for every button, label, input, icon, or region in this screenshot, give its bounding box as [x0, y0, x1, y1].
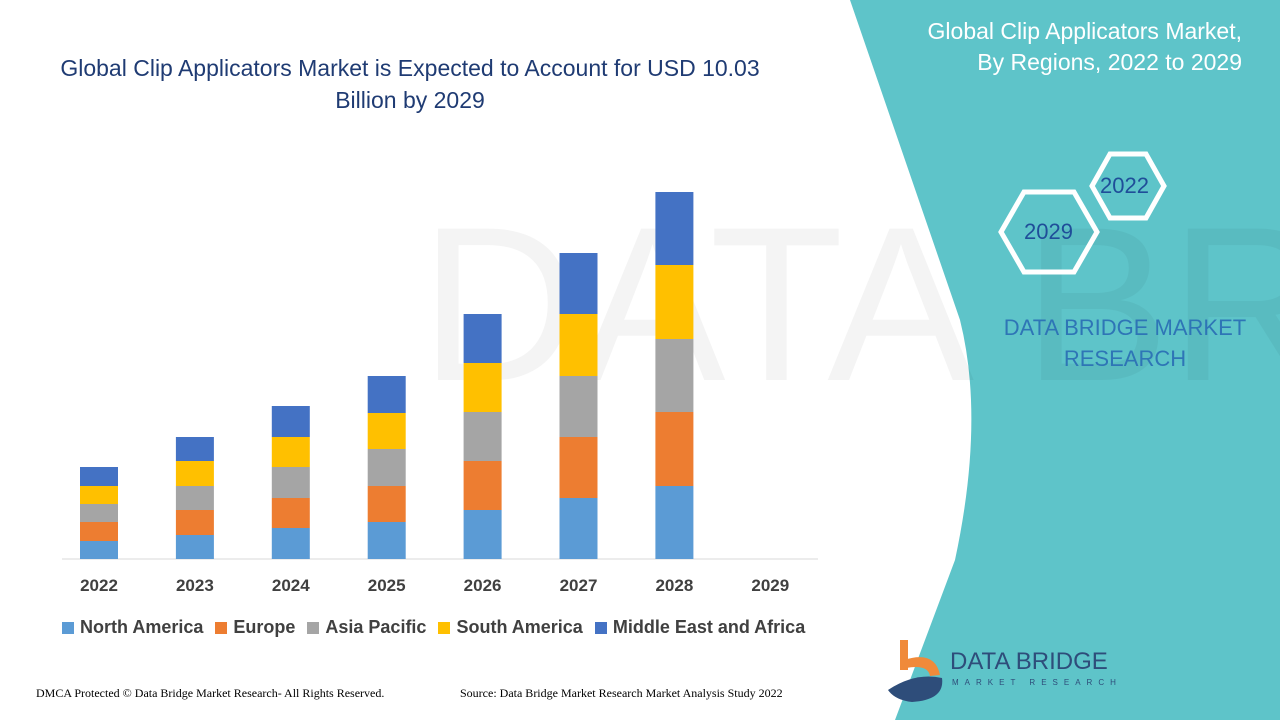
brand-text: DATA BRIDGE MARKET RESEARCH	[1003, 315, 1247, 371]
legend-label: Europe	[233, 617, 296, 637]
bar-segment-2024-4	[271, 406, 310, 437]
bar-segment-2026-2	[463, 412, 502, 461]
legend-swatch	[594, 621, 607, 634]
x-tick-label: 2024	[271, 576, 310, 595]
x-tick-label: 2029	[751, 576, 790, 595]
legend-label: Asia Pacific	[325, 617, 427, 637]
legend-label: North America	[80, 617, 204, 637]
bar-segment-2028-1	[655, 412, 694, 486]
legend-label: South America	[456, 617, 583, 637]
bar-segment-2022-3	[80, 486, 118, 504]
bar-segment-2024-0	[271, 528, 310, 559]
bar-segment-2023-4	[175, 437, 214, 461]
bar-segment-2025-2	[367, 449, 406, 486]
bar-segment-2022-0	[80, 541, 118, 559]
legend-item: Europe	[215, 617, 295, 638]
bar-segment-2025-1	[367, 486, 406, 522]
legend-label: Middle East and Africa	[612, 617, 806, 637]
bar-segment-2026-4	[463, 314, 502, 363]
bar-segment-2022-1	[80, 522, 118, 541]
hex-label-start: 2022	[1100, 173, 1149, 198]
chart-title: Global Clip Applicators Market is Expect…	[60, 55, 760, 113]
legend-swatch	[215, 621, 228, 634]
side-title: Global Clip Applicators Market, By Regio…	[927, 18, 1242, 75]
bar-segment-2027-2	[559, 376, 598, 437]
bar-segment-2024-1	[271, 498, 310, 528]
bar-segment-2023-2	[175, 486, 214, 510]
x-tick-label: 2028	[655, 576, 694, 595]
hexagon-2022	[1089, 151, 1167, 221]
hex-label-end: 2029	[1024, 219, 1073, 244]
legend-item: South America	[438, 617, 583, 638]
legend-item: Asia Pacific	[307, 617, 426, 638]
bars-group	[80, 192, 694, 559]
x-tick-label: 2027	[559, 576, 598, 595]
bar-segment-2022-4	[80, 467, 118, 486]
bar-segment-2026-0	[463, 510, 502, 559]
bar-segment-2023-3	[175, 461, 214, 486]
legend-item: North America	[62, 617, 203, 638]
hexagon-2029	[998, 189, 1100, 275]
logo-subtitle: MARKET RESEARCH	[952, 678, 1122, 687]
logo-icon	[888, 640, 943, 702]
bar-segment-2027-1	[559, 437, 598, 498]
legend-swatch	[62, 621, 74, 634]
bar-segment-2027-0	[559, 498, 598, 559]
x-tick-label: 2023	[175, 576, 214, 595]
bar-segment-2024-3	[271, 437, 310, 467]
bar-segment-2023-0	[175, 535, 214, 559]
x-tick-label: 2025	[367, 576, 406, 595]
bar-segment-2023-1	[175, 510, 214, 535]
bar-segment-2024-2	[271, 467, 310, 498]
bar-segment-2028-3	[655, 265, 694, 339]
bar-segment-2022-2	[80, 504, 118, 522]
bar-segment-2028-2	[655, 339, 694, 412]
copyright-text: DMCA Protected © Data Bridge Market Rese…	[36, 686, 385, 700]
legend-swatch	[438, 621, 451, 634]
bar-segment-2027-3	[559, 314, 598, 376]
bar-segment-2028-4	[655, 192, 694, 265]
bar-segment-2025-3	[367, 413, 406, 449]
legend: North America Europe Asia Pacific South …	[62, 617, 805, 638]
source-text: Source: Data Bridge Market Research Mark…	[460, 686, 783, 700]
x-tick-label: 2022	[80, 576, 118, 595]
bar-segment-2025-0	[367, 522, 406, 559]
bar-segment-2028-0	[655, 486, 694, 559]
bar-segment-2027-4	[559, 253, 598, 314]
bar-segment-2026-1	[463, 461, 502, 510]
logo-name: DATA BRIDGE	[950, 648, 1108, 675]
bar-segment-2025-4	[367, 376, 406, 413]
teal-side-panel	[850, 0, 1280, 720]
bar-segment-2026-3	[463, 363, 502, 412]
legend-swatch	[307, 621, 320, 634]
x-tick-label: 2026	[463, 576, 502, 595]
legend-item: Middle East and Africa	[594, 617, 806, 638]
watermark: DATA BRIDGE	[420, 181, 1280, 427]
